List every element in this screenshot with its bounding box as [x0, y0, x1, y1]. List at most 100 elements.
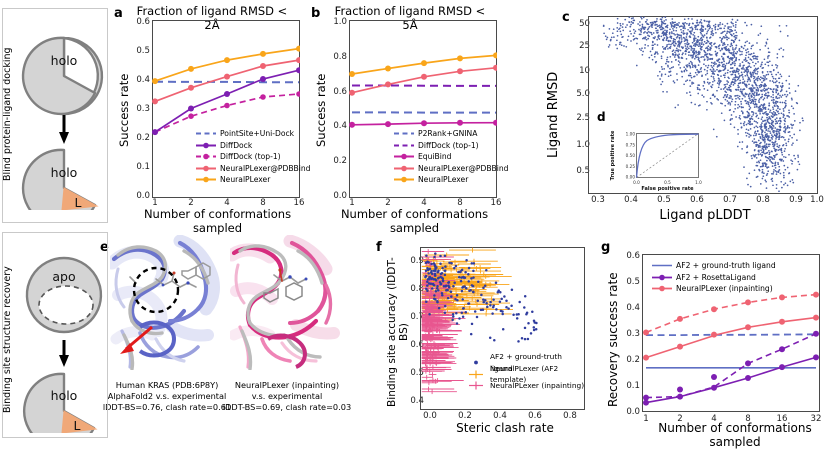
legend-label: PointSite+Uni-Dock [220, 129, 295, 138]
panel-c-plot [588, 16, 818, 194]
panel-f-ytick-4: 0.8 [410, 284, 424, 294]
panel-a-xlabel: Number of conformations sampled [143, 207, 292, 235]
legend-label: NeuralPLexer@PDBBind [220, 163, 311, 173]
caption-line: v.s. experimental [251, 391, 323, 401]
panel-g-xlabel: Number of conformations sampled [658, 421, 812, 449]
panel-b-ytick-1: 0.2 [333, 156, 347, 166]
panel-f-ytick-3: 0.7 [410, 312, 424, 322]
panel-g-ytick-3: 0.3 [626, 329, 640, 339]
legend-swatch-pink-errorbar [466, 380, 486, 391]
panel-g-xtick-5: 32 [810, 414, 822, 424]
svg-text:0.0: 0.0 [633, 180, 640, 185]
panel-c-ytick-5: 25 [579, 41, 590, 51]
legend-label: AF2 + ground-truth ligand [490, 352, 562, 373]
panel-g-plot [642, 254, 820, 412]
svg-text:holo: holo [51, 388, 78, 403]
panel-a-ytick-6: 0.6 [136, 17, 150, 27]
panel-g-xtick-1: 2 [677, 414, 683, 424]
svg-text:0.5: 0.5 [664, 180, 671, 185]
panel-a-ytick-3: 0.3 [136, 104, 150, 114]
panel-b-xtick-4: 16 [490, 198, 502, 208]
row-label-blind-docking: Blind protein-ligand docking [2, 47, 13, 181]
legend-label: NeuralPLexer (inpainting) [676, 284, 773, 293]
panel-a-title: Fraction of ligand RMSD < 2Å [136, 4, 288, 32]
panel-b-xtick-3: 8 [457, 198, 463, 208]
legend-swatch-magenta [394, 151, 414, 162]
panel-letter-c: c [562, 10, 570, 25]
panel-g-ytick-0: 0.0 [626, 407, 640, 417]
panel-g-legend: AF2 + ground-truth ligand AF2 + RosettaL… [652, 260, 812, 295]
panel-c-ytick-1: 1.0 [576, 140, 590, 150]
legend-swatch-magenta-dashed [196, 151, 216, 162]
panel-e-right-caption: NeuralPLexer (inpainting) v.s. experimen… [212, 380, 362, 413]
svg-text:apo: apo [52, 269, 75, 284]
panel-g-ytick-1: 0.1 [626, 381, 640, 391]
panel-a-ytick-5: 0.5 [136, 46, 150, 56]
legend-item: DiffDock (top-1) [394, 140, 504, 152]
panel-b-title: Fraction of ligand RMSD < 5Å [334, 4, 486, 32]
panel-a-xtick-0: 1 [152, 198, 158, 208]
legend-label: NeuralPLexer [220, 175, 271, 184]
legend-label: NeuralPLexer (inpainting) [490, 381, 585, 390]
panel-a-legend: PointSite+Uni-Dock DiffDock DiffDock (to… [196, 128, 311, 186]
legend-item: NeuralPLexer [196, 174, 301, 186]
divider-vertical-left [2, 8, 3, 222]
legend-item: NeuralPLexer [394, 174, 504, 186]
legend-item: EquiBind [394, 151, 504, 163]
panel-f-xtick-1: 0.2 [458, 411, 472, 421]
panel-g-ytick-5: 0.5 [626, 277, 640, 287]
legend-label: DiffDock (top-1) [220, 152, 281, 161]
panel-c-ytick-0: 0.5 [576, 166, 590, 176]
legend-label: NeuralPLexer@PDBBind [418, 163, 509, 173]
legend-label: P2Rank+GNINA [418, 129, 478, 138]
legend-item: AF2 + ground-truth ligand [652, 260, 812, 272]
svg-text:holo: holo [51, 165, 78, 180]
caption-line: lDDT-BS=0.69, clash rate=0.03 [222, 402, 352, 412]
panel-f-ytick-5: 0.9 [410, 256, 424, 266]
panel-g-xtick-2: 4 [711, 414, 717, 424]
svg-text:0.50: 0.50 [626, 153, 636, 158]
legend-swatch-navy-dot [466, 357, 486, 368]
panel-c-xtick-6: 0.9 [789, 195, 803, 205]
panel-f-ytick-1: 0.5 [410, 368, 424, 378]
caption-line: lDDT-BS=0.76, clash rate=0.61 [102, 402, 232, 412]
panel-f-xtick-2: 0.4 [493, 411, 507, 421]
svg-text:True positive rate: True positive rate [610, 130, 616, 180]
svg-text:False positive rate: False positive rate [641, 186, 694, 191]
caption-line: Human KRAS (PDB:6P8Y) [115, 380, 219, 390]
svg-text:L: L [75, 195, 82, 210]
panel-a-xtick-4: 16 [293, 198, 305, 208]
panel-c-xtick-0: 0.3 [591, 195, 605, 205]
panel-c-xtick-2: 0.5 [657, 195, 671, 205]
panel-e-left-caption: Human KRAS (PDB:6P8Y) AlphaFold2 v.s. ex… [92, 380, 242, 413]
panel-b-ytick-4: 0.8 [333, 52, 347, 62]
legend-swatch-purple [196, 140, 216, 151]
legend-swatch-salmon [196, 163, 216, 174]
panel-letter-b: b [311, 6, 321, 21]
divider-vertical-left-2 [2, 232, 3, 438]
legend-label: AF2 + RosettaLigand [676, 272, 756, 282]
legend-swatch-dashed-purple [394, 140, 414, 151]
legend-item: NeuralPLexer@PDBBind [196, 163, 311, 175]
panel-b-ytick-5: 1.0 [333, 17, 347, 27]
legend-swatch-dashed-blue [196, 128, 216, 139]
legend-swatch-orange [196, 174, 216, 185]
caption-line: NeuralPLexer (inpainting) [234, 380, 340, 390]
legend-swatch-purple [652, 272, 672, 283]
legend-swatch-dashed-blue [394, 128, 414, 139]
legend-label: EquiBind [418, 152, 452, 161]
legend-label: DiffDock (top-1) [418, 140, 479, 150]
legend-swatch-blue-solid [652, 260, 672, 271]
panel-c-ylabel: Ligand RMSD [546, 71, 561, 159]
legend-label: NeuralPLexer (AF2 template) [490, 363, 559, 385]
panel-letter-a: a [114, 6, 123, 21]
panel-c-ytick-6: 50 [579, 19, 590, 29]
panel-b-legend: P2Rank+GNINA DiffDock (top-1) EquiBind N… [394, 128, 509, 186]
legend-item: AF2 + ground-truth ligand [466, 352, 586, 373]
svg-text:1.00: 1.00 [626, 132, 636, 137]
panel-b-xtick-2: 4 [421, 198, 427, 208]
divider-right-bottom [107, 232, 108, 438]
panel-letter-e: e [100, 240, 109, 255]
panel-a-xtick-1: 2 [188, 198, 194, 208]
